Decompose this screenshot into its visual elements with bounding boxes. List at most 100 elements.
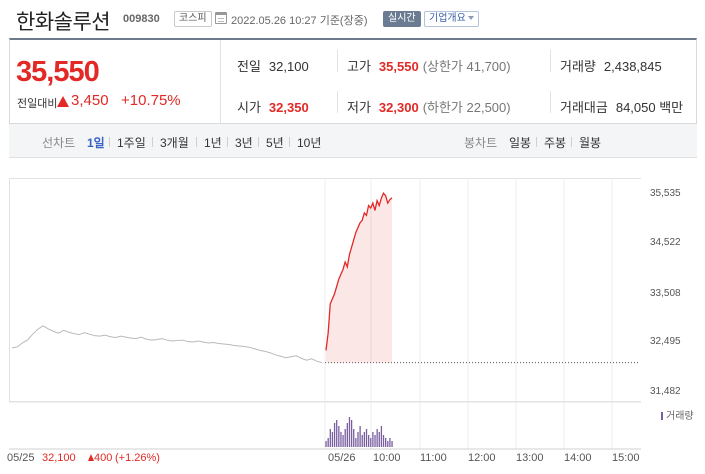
- prev-day-change: 400: [94, 452, 113, 464]
- stock-name: 한화솔루션: [16, 11, 111, 34]
- volume-bar: [378, 432, 380, 447]
- volume-bar: [389, 438, 391, 447]
- up-arrow-icon: [57, 96, 69, 107]
- current-price-area: 35,550 전일대비 3,450 +10.75%: [10, 40, 221, 124]
- tab-1w[interactable]: 1주일: [117, 136, 146, 150]
- stat-volume: 거래량 2,438,845: [560, 56, 662, 75]
- prev-day-date: 05/25: [7, 452, 35, 464]
- volume-bar: [333, 423, 336, 447]
- volume-bar: [336, 420, 338, 447]
- volume-bar: [340, 432, 342, 447]
- divider: [337, 91, 338, 113]
- volume-bar: [348, 417, 351, 447]
- volume-legend: 거래량: [661, 407, 694, 422]
- divider: [289, 137, 290, 147]
- up-arrow-icon: [88, 454, 94, 461]
- volume-bar: [367, 435, 370, 447]
- volume-bar: [331, 432, 334, 447]
- volume-bar: [327, 438, 329, 447]
- stat-prev-close: 전일 32,100: [237, 56, 309, 75]
- change-percent: +10.75%: [121, 92, 181, 109]
- tab-3y[interactable]: 3년: [235, 136, 253, 150]
- volume-bar: [363, 432, 366, 447]
- stat-value: 32,100: [268, 59, 309, 74]
- volume-bar: [338, 426, 340, 447]
- y-tick-label: 33,508: [650, 288, 681, 299]
- volume-bar: [372, 432, 374, 447]
- stock-code: 009830: [123, 13, 160, 25]
- x-tick-label: 13:00: [516, 452, 544, 464]
- divider: [550, 50, 551, 72]
- candle-chart-header: 봉차트: [464, 136, 498, 150]
- volume-bar: [342, 435, 344, 447]
- y-tick-label: 31,482: [650, 386, 681, 397]
- tab-1y[interactable]: 1년: [204, 136, 222, 150]
- stat-label: 전일: [237, 59, 261, 74]
- volume-bar: [370, 438, 372, 447]
- company-info-dropdown[interactable]: 기업개요: [424, 11, 479, 27]
- x-tick-label: 05/26: [328, 452, 356, 464]
- y-tick-label: 35,535: [650, 188, 681, 199]
- market-badge: 코스피: [174, 11, 212, 27]
- divider: [258, 137, 259, 147]
- stat-label: 거래대금: [560, 100, 608, 115]
- tab-5y[interactable]: 5년: [266, 136, 284, 150]
- tab-1d[interactable]: 1일: [87, 136, 105, 150]
- divider: [227, 137, 228, 147]
- stat-high: 고가 35,550 (상한가 41,700): [347, 56, 511, 75]
- volume-bar: [355, 438, 357, 447]
- volume-bar: [346, 423, 348, 447]
- tab-monthly[interactable]: 월봉: [579, 136, 602, 150]
- lower-limit: (하한가 22,500): [422, 100, 511, 115]
- prev-day-series-line: [11, 325, 323, 364]
- volume-bar: [357, 432, 359, 447]
- x-tick-label: 12:00: [468, 452, 496, 464]
- today-series-line: [325, 192, 393, 351]
- tab-10y[interactable]: 10년: [297, 136, 322, 150]
- stat-label: 거래량: [560, 59, 596, 74]
- volume-bar: [385, 438, 387, 447]
- stat-label: 고가: [347, 59, 371, 74]
- stat-low: 저가 32,300 (하한가 22,500): [347, 97, 511, 116]
- volume-bar: [391, 441, 393, 447]
- divider: [196, 137, 197, 147]
- x-tick-label: 10:00: [373, 452, 401, 464]
- divider: [550, 91, 551, 113]
- stat-value: 32,300: [378, 100, 419, 115]
- upper-limit: (상한가 41,700): [422, 59, 511, 74]
- line-chart-header: 선차트: [42, 136, 76, 150]
- stat-label: 시가: [237, 100, 261, 115]
- stat-trade-value: 거래대금 84,050 백만: [560, 97, 683, 116]
- today-series-area: [326, 193, 392, 363]
- volume-bar: [382, 435, 385, 447]
- prev-day-change-pct: (+1.26%): [115, 452, 160, 464]
- divider: [109, 137, 110, 147]
- tab-weekly[interactable]: 주봉: [544, 136, 567, 150]
- x-tick-label: 14:00: [564, 452, 592, 464]
- stat-label: 저가: [347, 100, 371, 115]
- stat-value: 84,050 백만: [615, 100, 684, 115]
- current-price: 35,550: [16, 56, 100, 88]
- calendar-icon: [215, 12, 227, 24]
- change-value: 3,450: [71, 92, 109, 109]
- chart-period-tabs: 선차트 1일 1주일 3개월 1년 3년 5년 10년 봉차트 일봉 주봉 월봉: [9, 124, 697, 158]
- divider: [571, 137, 572, 147]
- stock-header: 한화솔루션 009830 코스피 2022.05.26 10:27 기준(장중)…: [0, 0, 705, 38]
- realtime-button[interactable]: 실시간: [383, 11, 421, 27]
- volume-bar: [376, 429, 378, 447]
- volume-bar: [361, 435, 363, 447]
- tab-daily[interactable]: 일봉: [509, 136, 532, 150]
- volume-bar: [374, 435, 376, 447]
- as-of-time: 2022.05.26 10:27 기준(장중): [231, 15, 368, 27]
- stat-open: 시가 32,350: [237, 97, 309, 116]
- divider: [337, 50, 338, 72]
- y-tick-label: 32,495: [650, 336, 681, 347]
- x-tick-label: 15:00: [612, 452, 640, 464]
- stat-value: 32,350: [268, 100, 309, 115]
- prev-day-close: 32,100: [42, 452, 76, 464]
- volume-bar: [365, 429, 368, 447]
- volume-bar: [344, 429, 346, 447]
- tab-3m[interactable]: 3개월: [160, 136, 189, 150]
